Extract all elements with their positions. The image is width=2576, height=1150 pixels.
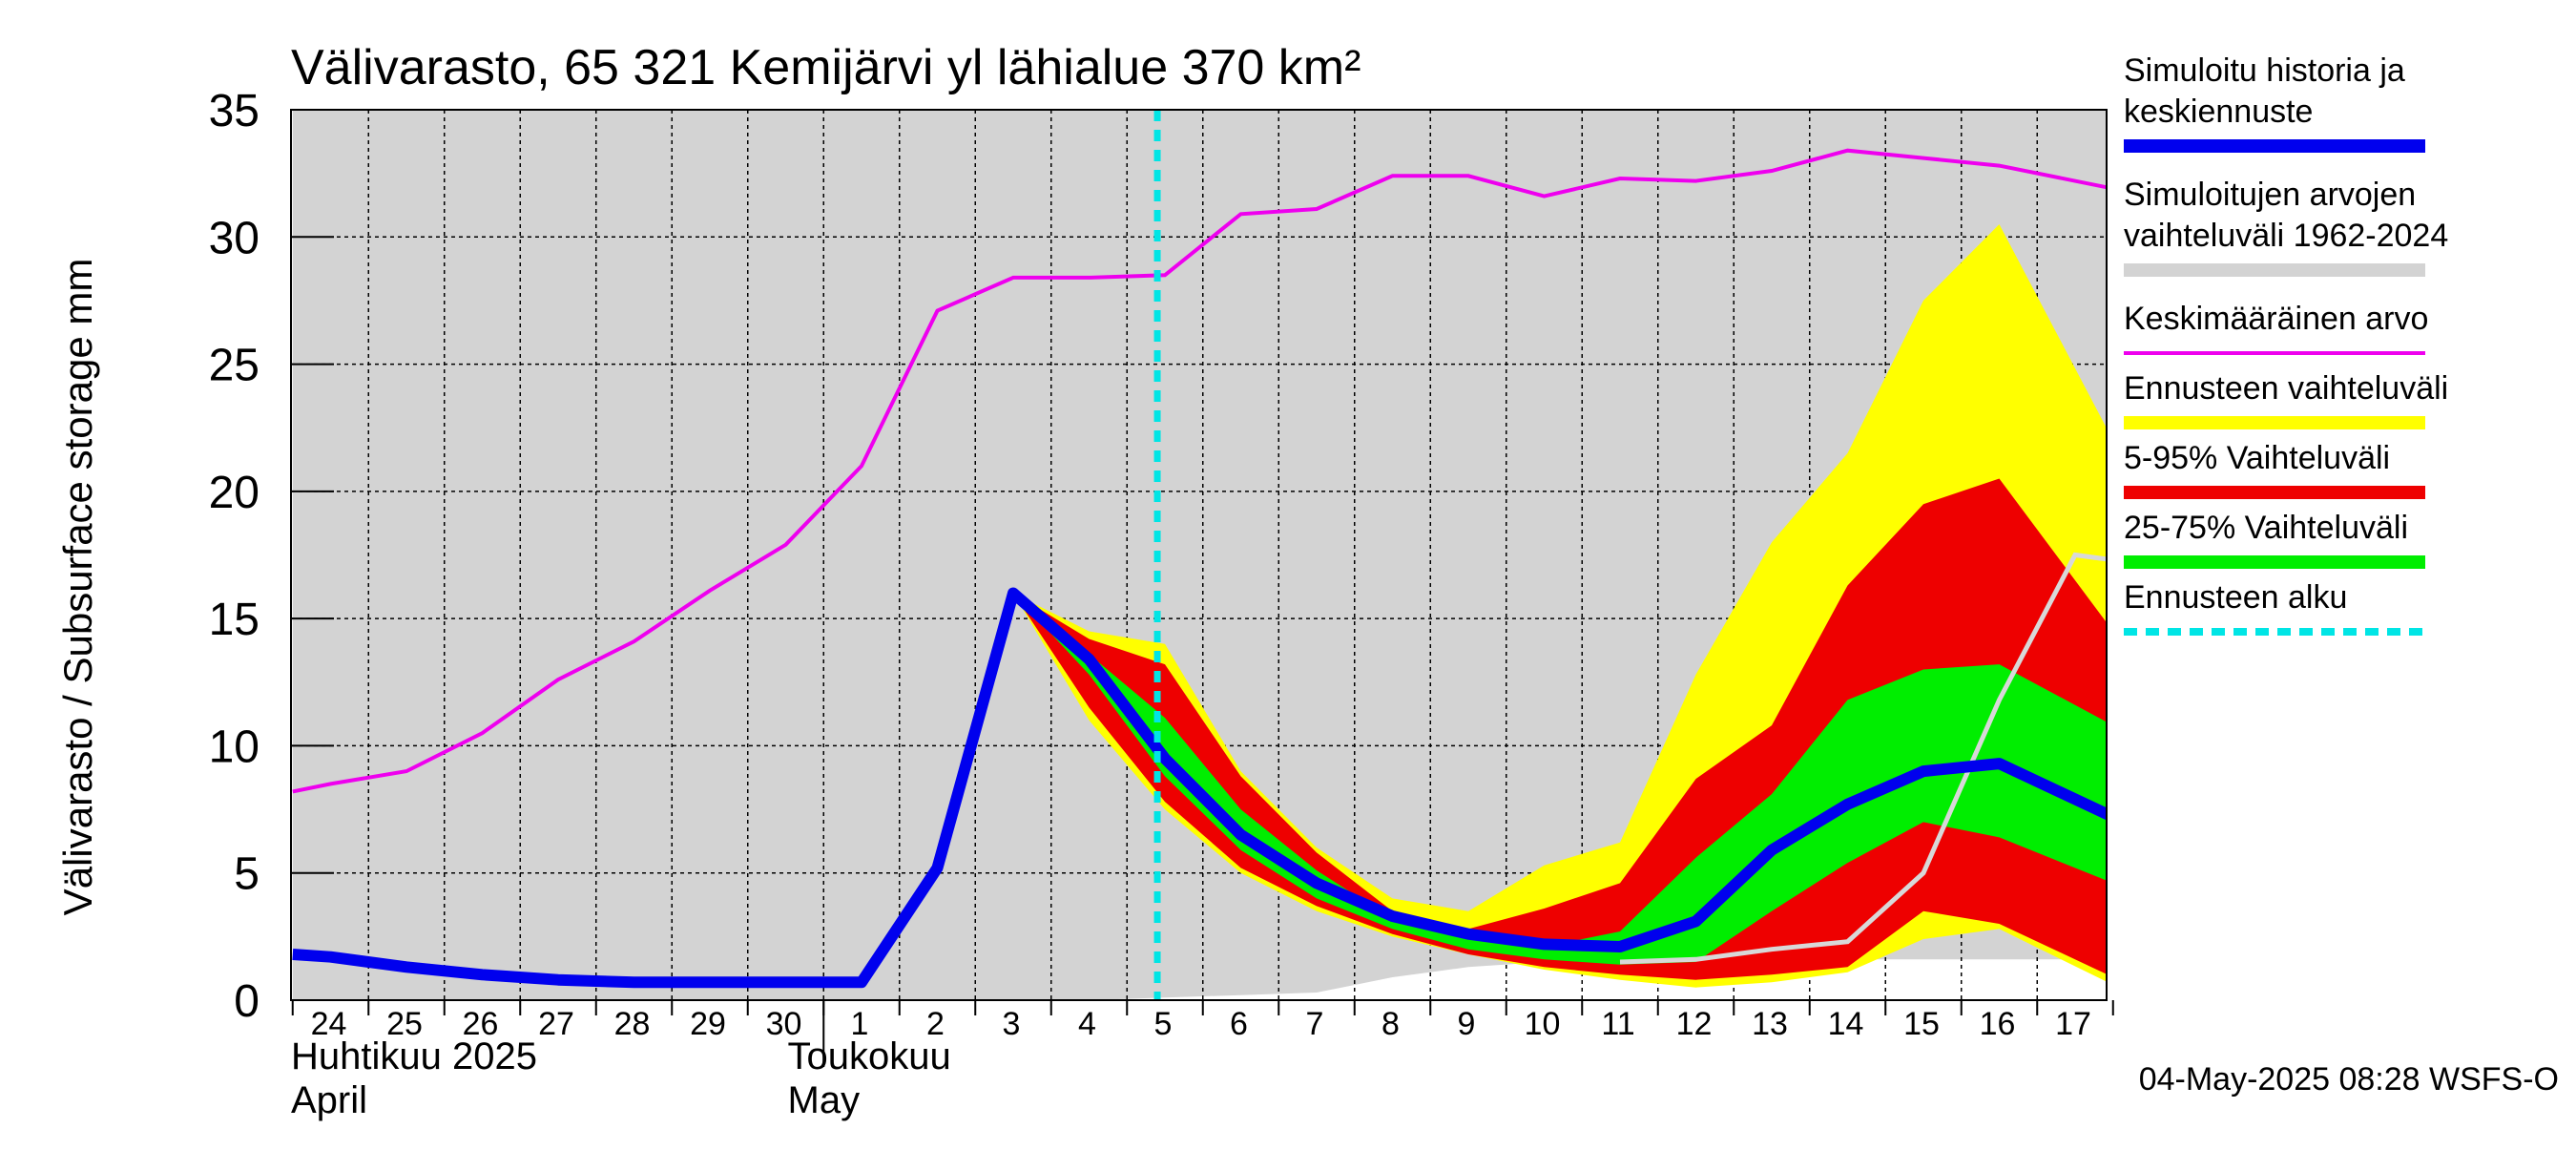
x-tick-label: 13 — [1752, 1006, 1788, 1042]
month-label: Toukokuu — [788, 1035, 951, 1077]
y-tick-label: 5 — [234, 849, 260, 900]
x-tick-label: 16 — [1980, 1006, 2016, 1042]
timestamp-footer: 04-May-2025 08:28 WSFS-O — [2139, 1061, 2559, 1098]
x-tick-label: 6 — [1230, 1006, 1248, 1042]
x-tick-label: 1 — [851, 1006, 869, 1042]
simulated-median-line — [292, 587, 2107, 989]
x-tick-label: 28 — [614, 1006, 651, 1042]
y-tick-label: 35 — [209, 86, 260, 136]
legend-label: Simuloitu historia ja — [2124, 52, 2405, 89]
x-tick-label: 11 — [1601, 1006, 1634, 1042]
x-tick-label: 10 — [1525, 1006, 1561, 1042]
legend-label: 5-95% Vaihteluväli — [2124, 440, 2390, 476]
y-tick-label: 10 — [209, 721, 260, 772]
chart-title: Välivarasto, 65 321 Kemijärvi yl lähialu… — [291, 40, 1361, 95]
mean-line — [292, 148, 2107, 794]
x-tick-label: 25 — [386, 1006, 423, 1042]
legend-label: vaihteluväli 1962-2024 — [2124, 218, 2448, 254]
legend-label: Ennusteen vaihteluväli — [2124, 370, 2448, 407]
y-tick-label: 25 — [209, 341, 260, 391]
y-axis-label: Välivarasto / Subsurface storage mm — [55, 259, 100, 916]
band-25-75 — [1013, 593, 2107, 965]
month-label-en: April — [291, 1079, 367, 1121]
x-tick-label: 9 — [1458, 1006, 1476, 1042]
x-tick-label: 3 — [1003, 1006, 1021, 1042]
x-tick-label: 30 — [766, 1006, 802, 1042]
y-tick-label: 30 — [209, 213, 260, 263]
x-tick-label: 26 — [463, 1006, 499, 1042]
x-tick-label: 5 — [1154, 1006, 1173, 1042]
x-tick-label: 12 — [1676, 1006, 1713, 1042]
legend-label: Keskimääräinen arvo — [2124, 301, 2428, 337]
x-tick-label: 27 — [538, 1006, 574, 1042]
legend-label: 25-75% Vaihteluväli — [2124, 510, 2408, 546]
plot-area — [291, 110, 2107, 1000]
legend-label: Simuloitujen arvojen — [2124, 177, 2416, 213]
legend-label: Ennusteen alku — [2124, 579, 2347, 616]
y-tick-label: 15 — [209, 595, 260, 645]
x-tick-label: 15 — [1903, 1006, 1940, 1042]
y-tick-label: 0 — [234, 976, 260, 1027]
x-tick-label: 7 — [1306, 1006, 1324, 1042]
x-tick-label: 4 — [1078, 1006, 1096, 1042]
x-tick-label: 8 — [1381, 1006, 1400, 1042]
x-tick-label: 2 — [926, 1006, 945, 1042]
month-label: Huhtikuu 2025 — [291, 1035, 537, 1077]
x-tick-label: 24 — [311, 1006, 347, 1042]
x-tick-label: 29 — [690, 1006, 726, 1042]
x-tick-label: 14 — [1828, 1006, 1864, 1042]
month-label-en: May — [788, 1079, 861, 1121]
gray-line — [1619, 552, 2107, 965]
x-tick-label: 17 — [2055, 1006, 2091, 1042]
y-tick-label: 20 — [209, 468, 260, 518]
legend-label: keskiennuste — [2124, 94, 2313, 130]
plot-frame — [290, 109, 2108, 1001]
